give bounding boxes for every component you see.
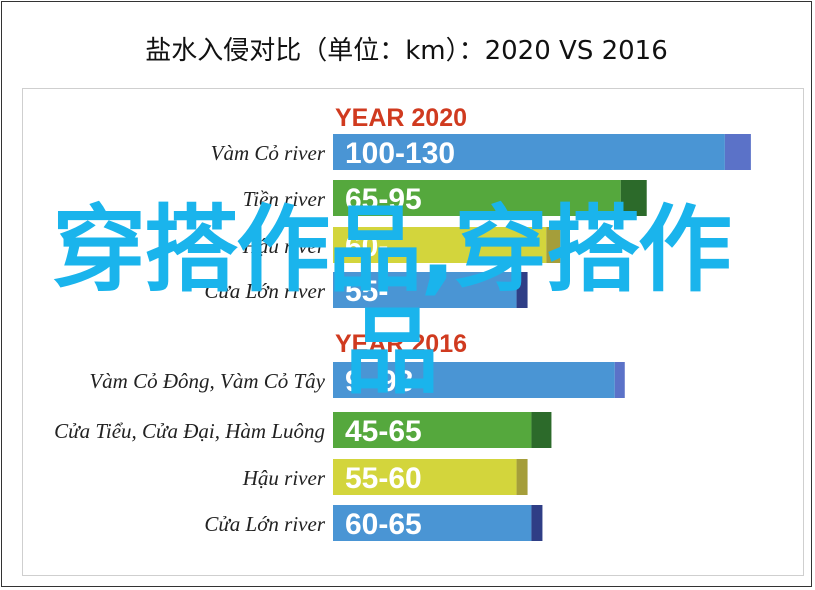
bar [333,505,532,541]
bar-value-label: 65-95 [345,183,422,216]
category-label: Tiền river [243,187,326,211]
category-label: Cửa Lớn river [204,512,325,536]
category-label: Vàm Cỏ river [211,141,326,165]
bar-tail [546,227,561,263]
group-label: YEAR 2016 [335,330,467,358]
bar-value-label: 60-65 [345,508,422,541]
category-label: Cửa Tiểu, Cửa Đại, Hàm Luông [54,419,325,443]
bar-value-label: 55-60 [345,462,422,495]
bar [333,412,532,448]
bar-value-label: 55- [345,275,388,308]
bar-tail [614,362,625,398]
bar [333,459,517,495]
bar-value-label: 100-130 [345,137,455,170]
category-label: Hậu river [242,234,326,258]
bar-value-label: 45-65 [345,415,422,448]
bar-tail [620,180,647,216]
bar [333,227,547,263]
category-label: Hậu river [242,466,326,490]
chart-title: 盐水入侵对比（单位：km）：2020 VS 2016 [145,36,668,66]
bar [333,134,725,170]
bar-tail [531,412,552,448]
bar [333,362,615,398]
bar-tail [531,505,543,541]
bar-tail [724,134,751,170]
group-label: YEAR 2020 [335,104,467,132]
bar [333,272,517,308]
bar-value-label: 60- [345,230,388,263]
bar [333,180,621,216]
bar-tail [516,459,528,495]
category-label: Cửa Lớn river [204,279,325,303]
category-label: Vàm Cỏ Đông, Vàm Cỏ Tây [89,369,325,393]
bar-tail [516,272,528,308]
watermark-text: 穿搭作品,穿搭作品 [52,196,732,407]
bar-value-label: 9 -93 [345,365,413,398]
